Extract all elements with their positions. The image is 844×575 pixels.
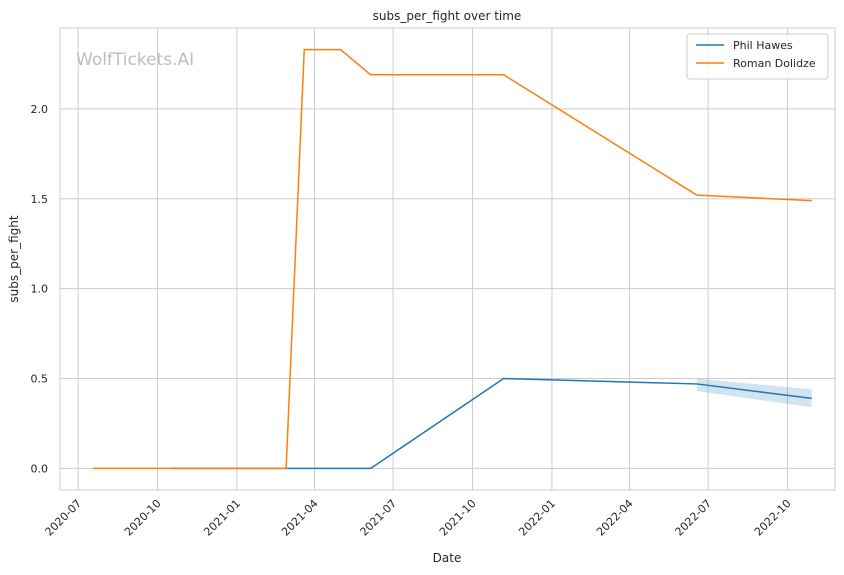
confidence-bands [696, 378, 812, 408]
x-axis-label: Date [433, 551, 462, 565]
legend: Phil Hawes Roman Dolidze [686, 33, 829, 80]
y-tick-label: 0.5 [31, 373, 49, 386]
legend-label-roman-dolidze: Roman Dolidze [733, 57, 816, 70]
plot-frame [59, 27, 836, 491]
y-tick-label: 2.0 [31, 103, 49, 116]
series-lines [92, 48, 812, 470]
y-axis-label: subs_per_fight [7, 215, 21, 302]
roman-dolidze-line [92, 48, 812, 470]
phil-hawes-confidence-band [696, 378, 812, 408]
legend-label-phil-hawes: Phil Hawes [733, 39, 793, 52]
y-tick-label: 0.0 [31, 462, 49, 475]
y-tick-label: 1.5 [31, 193, 49, 206]
y-tick-label: 1.0 [31, 283, 49, 296]
chart-title: subs_per_fight over time [373, 9, 522, 23]
watermark: WolfTickets.AI [76, 50, 194, 70]
y-tick-labels: 0.0 0.5 1.0 1.5 2.0 [31, 103, 49, 476]
